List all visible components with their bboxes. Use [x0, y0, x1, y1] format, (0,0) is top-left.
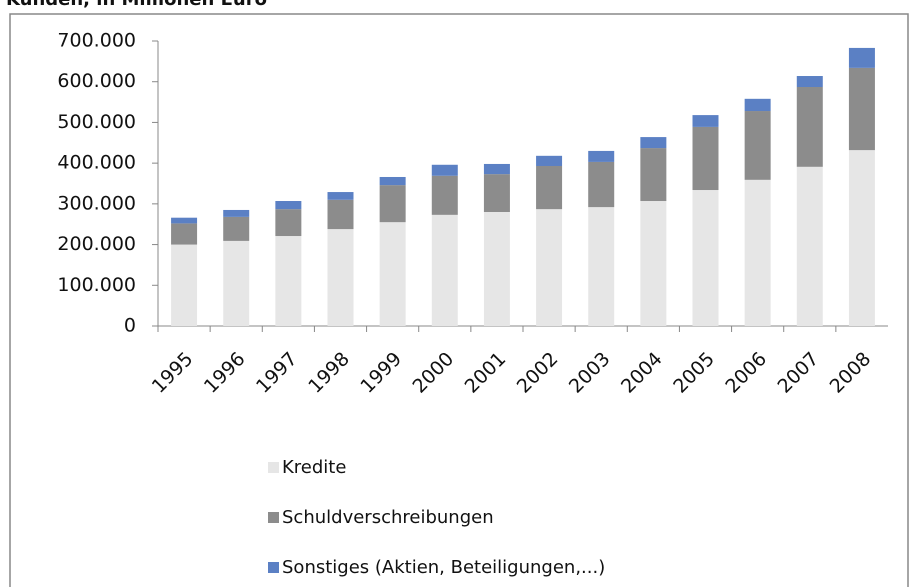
bar-segment [275, 236, 302, 326]
bar-segment [536, 165, 563, 210]
y-tick-label: 200.000 [57, 233, 136, 255]
bar-segment [379, 176, 406, 186]
bar-segment [588, 161, 615, 208]
bar-segment [223, 240, 250, 326]
y-tick-label: 400.000 [57, 152, 136, 174]
bar-segment [796, 87, 823, 167]
y-tick-label: 700.000 [57, 30, 136, 52]
y-tick-label: 0 [124, 315, 136, 337]
y-tick-label: 600.000 [57, 70, 136, 92]
bar-segment [171, 223, 198, 245]
x-tick-label: 1998 [304, 348, 354, 398]
y-tick-label: 300.000 [57, 192, 136, 214]
bar-segment [796, 166, 823, 326]
legend-label: Schuldverschreibungen [282, 507, 494, 528]
bar-segment [640, 201, 667, 326]
bar-segment [692, 126, 719, 191]
x-tick-label: 2007 [773, 348, 823, 398]
bar-segment [223, 209, 250, 217]
bar-segment [431, 175, 458, 215]
x-tick-label: 2003 [565, 348, 615, 398]
bar-segment [483, 174, 510, 212]
legend-label: Sonstiges (Aktien, Beteiligungen,...) [282, 557, 605, 578]
bar-segment [379, 222, 406, 326]
legend-swatch [268, 462, 279, 473]
bar-segment [223, 216, 250, 241]
chart-frame [9, 13, 909, 587]
bar-segment [483, 212, 510, 326]
bar-segment [744, 111, 771, 180]
y-tick-label: 100.000 [57, 274, 136, 296]
bar-segment [275, 201, 302, 210]
bar-segment [275, 209, 302, 237]
x-tick-label: 2000 [408, 348, 458, 398]
bar-segment [431, 164, 458, 176]
bar-segment [588, 207, 615, 326]
x-tick-label: 1999 [356, 348, 406, 398]
bar-segment [640, 137, 667, 149]
bar-segment [171, 244, 198, 326]
bar-segment [483, 163, 510, 175]
bar-segment [848, 47, 875, 68]
bar-segment [588, 150, 615, 162]
bar-segment [848, 67, 875, 151]
legend-label: Kredite [282, 457, 346, 478]
y-tick-label: 500.000 [57, 111, 136, 133]
x-tick-label: 1995 [148, 348, 198, 398]
bar-segment [848, 150, 875, 326]
x-tick-label: 2004 [617, 348, 667, 398]
bar-segment [431, 214, 458, 326]
bar-segment [796, 76, 823, 88]
x-tick-label: 2008 [826, 348, 876, 398]
x-tick-label: 2002 [513, 348, 563, 398]
bar-segment [744, 98, 771, 112]
bar-segment [327, 192, 354, 200]
x-tick-label: 2006 [721, 348, 771, 398]
x-tick-label: 2005 [669, 348, 719, 398]
legend-swatch [268, 562, 279, 573]
legend-swatch [268, 512, 279, 523]
bar-segment [536, 155, 563, 166]
bar-segment [692, 115, 719, 127]
x-tick-label: 1997 [252, 348, 302, 398]
bar-segment [536, 209, 563, 326]
x-tick-label: 2001 [461, 348, 511, 398]
bar-segment [379, 185, 406, 223]
bar-segment [692, 190, 719, 326]
x-tick-label: 1996 [200, 348, 250, 398]
bar-segment [327, 199, 354, 230]
chart-title: Kunden, in Millionen Euro [6, 0, 267, 10]
bar-segment [744, 179, 771, 326]
bar-segment [640, 148, 667, 202]
bar-segment [171, 217, 198, 224]
bar-segment [327, 229, 354, 326]
